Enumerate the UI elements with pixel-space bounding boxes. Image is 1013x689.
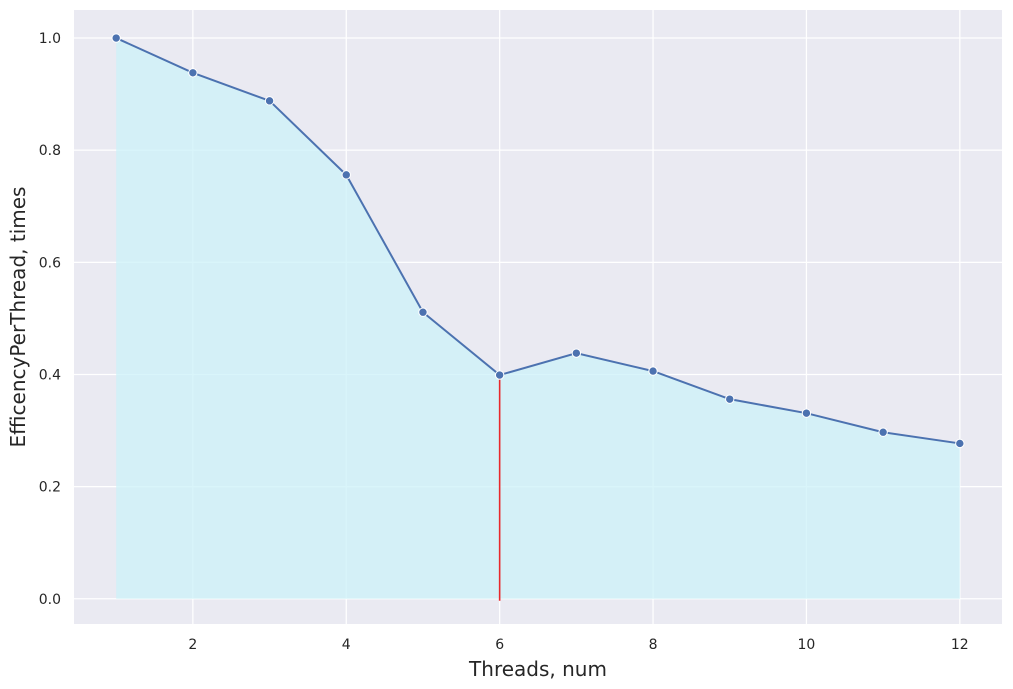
x-tick-label: 2 xyxy=(188,637,197,653)
x-tick-labels: 2 4 6 8 10 12 xyxy=(188,637,968,653)
data-point xyxy=(341,170,351,180)
data-point xyxy=(494,370,505,380)
x-tick-label: 4 xyxy=(342,637,351,653)
y-tick-labels: 0.0 0.2 0.4 0.6 0.8 1.0 xyxy=(39,31,61,608)
data-point xyxy=(111,33,121,43)
y-tick-label: 0.0 xyxy=(39,592,61,608)
data-point xyxy=(955,438,965,449)
data-point xyxy=(571,348,582,358)
y-tick-label: 0.4 xyxy=(39,367,61,383)
y-tick-label: 1.0 xyxy=(39,31,61,47)
data-point xyxy=(264,96,275,106)
x-tick-label: 8 xyxy=(649,637,658,653)
x-axis-label: Threads, num xyxy=(468,657,607,681)
y-tick-label: 0.2 xyxy=(39,480,61,496)
x-tick-label: 10 xyxy=(798,637,816,653)
y-axis-label: EfficencyPerThread, times xyxy=(6,187,30,448)
x-tick-label: 12 xyxy=(951,637,969,653)
data-points xyxy=(111,33,965,449)
y-tick-label: 0.6 xyxy=(39,255,61,271)
series-line xyxy=(115,37,960,445)
data-point xyxy=(648,366,658,376)
area-fill xyxy=(116,38,960,599)
data-point xyxy=(725,394,735,404)
data-point xyxy=(878,427,888,437)
x-tick-label: 6 xyxy=(495,637,504,653)
data-point xyxy=(801,408,812,418)
data-point xyxy=(418,307,428,317)
data-point xyxy=(188,68,198,78)
y-tick-label: 0.8 xyxy=(39,143,61,159)
